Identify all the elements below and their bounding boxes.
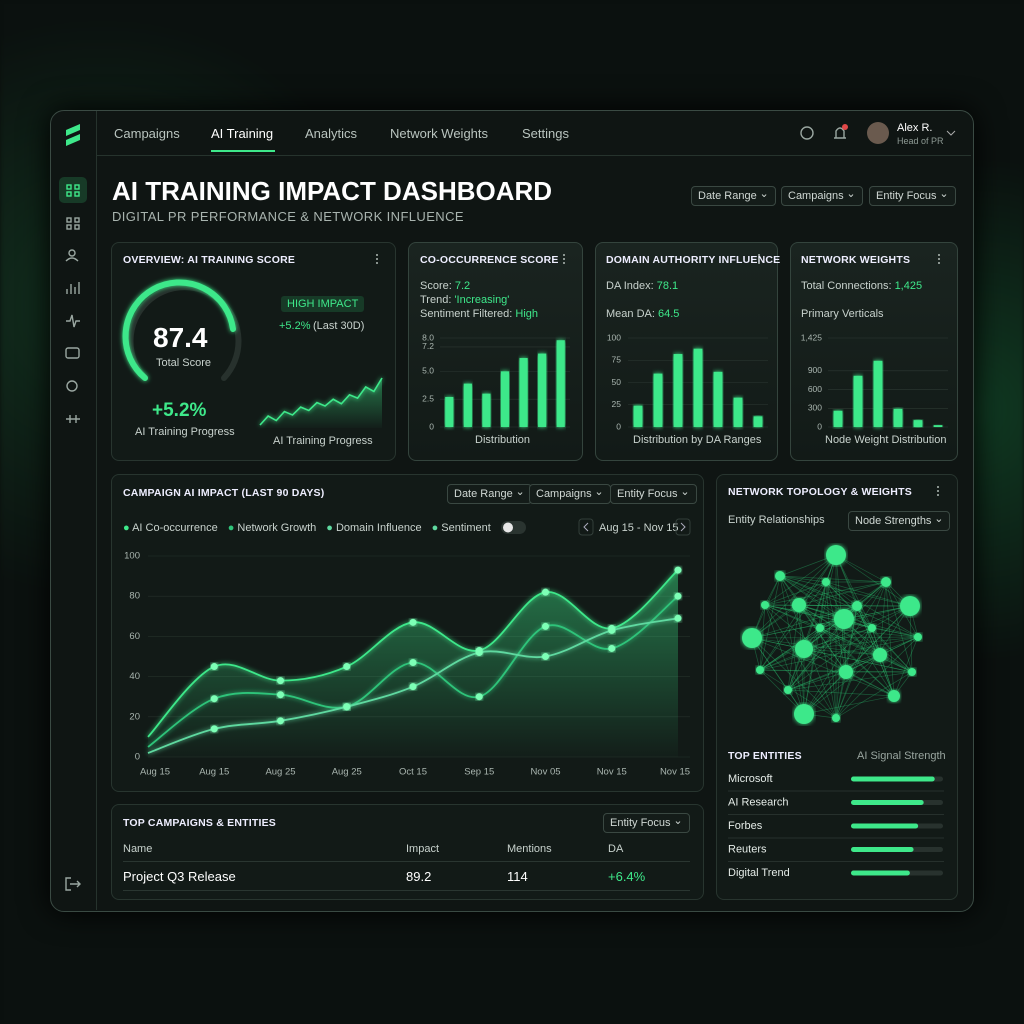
sparkline-label: AI Training Progress [273,435,373,447]
nav-tab[interactable]: Settings [522,126,569,141]
filter-dropdown[interactable]: Date Range [447,484,532,504]
change: +5.2% [279,320,311,332]
chart-label: Distribution by DA Ranges [633,434,762,446]
filter-dropdown[interactable]: Date Range [691,186,776,206]
filter-dropdown[interactable]: Campaigns [781,186,863,206]
stat-label: Score: [420,280,452,292]
legend-label: Network Growth [237,522,317,534]
card-subtitle: Primary Verticals [801,308,884,320]
stat-value: 'Increasing' [454,294,510,306]
legend: ● AI Co-occurrence ● Network Growth ● Doma… [123,522,491,534]
cell: 89.2 [406,869,432,884]
stat-value: 7.2 [454,280,471,292]
stat-value: High [515,308,539,320]
card-title: NETWORK TOPOLOGY & WEIGHTS [728,486,912,498]
legend-label: AI Co-occurrence [132,522,218,534]
stat-label: Trend: [420,294,452,306]
legend-item[interactable]: ● Domain Influence [326,522,422,534]
legend-label: Sentiment [441,522,491,534]
stat: Score: 7.2 [420,280,470,292]
progress: +5.2% [152,400,207,421]
chart-label: Distribution [475,434,531,446]
topology-card [716,474,958,900]
user-name[interactable]: Alex R. [897,122,933,134]
user-role: Head of PR [897,136,944,146]
cooccurrence-card [408,242,583,461]
filter-dropdown[interactable]: Campaigns [529,484,611,504]
stat: Sentiment Filtered: High [420,308,538,320]
column-header: Mentions [507,843,552,855]
legend-item[interactable]: ● Network Growth [227,522,317,534]
card-title: TOP CAMPAIGNS & ENTITIES [123,817,276,829]
cell: Project Q3 Release [123,869,236,884]
nav-tab-active[interactable]: AI Training [211,126,274,141]
stat: Mean DA: 64.5 [606,308,679,320]
stat-label: Total Connections: [801,280,892,292]
legend-item[interactable]: ● AI Co-occurrence [123,522,218,534]
card-title: DOMAIN AUTHORITY INFLUENCE [606,254,781,266]
stat-label: Mean DA: [606,308,655,320]
topbar-divider [97,155,971,156]
impact-badge: HIGH IMPACT [281,296,365,312]
nav-tab[interactable]: Network Weights [390,126,489,141]
stat: Trend: 'Increasing' [420,294,509,306]
network-weights-card [790,242,958,461]
legend-label: Domain Influence [335,522,422,534]
domain-authority-card [595,242,778,461]
card-title: CO-OCCURRENCE SCORE [420,254,559,266]
row-divider [123,890,690,891]
column-header: Name [123,843,153,855]
active-underline [211,150,275,152]
score: 87.4 [153,322,208,353]
column-header: DA [608,843,624,855]
filter-dropdown[interactable]: Entity Focus [610,484,697,504]
entities-title: TOP ENTITIES [728,750,802,762]
page-title: AI TRAINING IMPACT DASHBOARD [112,176,553,206]
legend-item[interactable]: ● Sentiment [431,522,491,534]
date-range[interactable]: Aug 15 - Nov 15 [599,522,679,534]
stat-value: 1,425 [894,280,923,292]
card-title: NETWORK WEIGHTS [801,254,911,266]
filter-dropdown[interactable]: Node Strengths [848,511,951,531]
stat-label: DA Index: [606,280,654,292]
nav-tab[interactable]: Analytics [305,126,358,141]
filter-dropdown[interactable]: Entity Focus [869,186,956,206]
stat-label: Sentiment Filtered: [420,308,513,320]
page-subtitle: DIGITAL PR PERFORMANCE & NETWORK INFLUEN… [112,209,464,224]
stat: DA Index: 78.1 [606,280,678,292]
entities-metric: AI Signal Strength [857,750,946,762]
stat: Total Connections: 1,425 [801,280,922,292]
stat-value: 78.1 [656,280,679,292]
filter-dropdown[interactable]: Entity Focus [603,813,690,833]
cell: +6.4% [608,869,646,884]
sidebar-divider [96,111,97,910]
progress-label: AI Training Progress [135,426,235,438]
stat-value: 64.5 [657,308,680,320]
chart-label: Node Weight Distribution [825,434,947,446]
card-title: OVERVIEW: AI TRAINING SCORE [123,254,296,266]
cell: 114 [507,869,528,884]
nav-tab[interactable]: Campaigns [114,126,180,141]
card-subtitle: Entity Relationships [728,514,825,526]
card-title: CAMPAIGN AI IMPACT (LAST 90 DAYS) [123,487,325,499]
change-period: (Last 30D) [313,320,365,332]
score-label: Total Score [156,357,212,369]
column-header: Impact [406,843,440,855]
row-divider [123,861,690,862]
